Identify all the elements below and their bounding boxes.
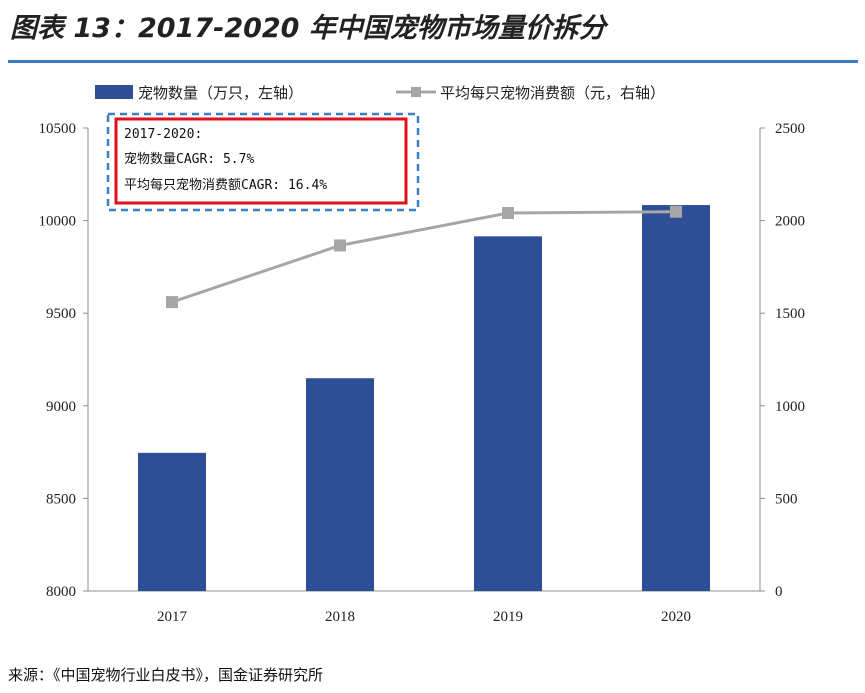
left-tick-label: 8500 [46, 491, 76, 507]
right-tick-label: 1000 [775, 399, 805, 415]
x-tick-label: 2020 [661, 609, 691, 625]
title-rule [8, 60, 858, 63]
bar [138, 452, 206, 591]
tick-labels: 8000 8500 9000 9500 10000 10500 0 500 1000 1500 20… [39, 121, 806, 625]
right-tick-label: 2500 [775, 121, 805, 137]
annotation-red-box [114, 117, 408, 205]
chart-title: 图表 13：2017-2020 年中国宠物市场量价拆分 [10, 13, 606, 44]
line-point [166, 296, 178, 309]
left-tick-label: 9000 [46, 399, 76, 415]
line-point [670, 205, 682, 218]
bar-series [138, 205, 710, 592]
bar [642, 205, 710, 591]
left-tick-label: 10000 [39, 214, 77, 230]
legend-line-marker [411, 87, 421, 97]
legend: 宠物数量（万只，左轴） 平均每只宠物消费额（元，右轴） [95, 84, 665, 102]
x-tick-label: 2019 [493, 609, 523, 625]
annotation-line-3: 平均每只宠物消费额CAGR: 16.4% [124, 177, 327, 193]
legend-bar-swatch [95, 85, 133, 99]
line-point [502, 207, 514, 220]
source-note: 来源：《中国宠物行业白皮书》，国金证券研究所 [8, 666, 324, 684]
bar [474, 236, 542, 592]
right-tick-label: 500 [775, 491, 798, 507]
legend-line-label: 平均每只宠物消费额（元，右轴） [440, 84, 665, 102]
x-tick-label: 2017 [157, 609, 188, 625]
left-tick-label: 10500 [39, 121, 77, 137]
left-tick-label: 9500 [46, 306, 76, 322]
right-tick-label: 0 [775, 584, 783, 600]
bar [306, 378, 374, 591]
right-tick-label: 2000 [775, 214, 805, 230]
left-tick-label: 8000 [46, 584, 76, 600]
line-series [166, 205, 682, 309]
annotation-line-2: 宠物数量CAGR: 5.7% [124, 151, 254, 167]
annotation-line-1: 2017-2020: [124, 127, 202, 142]
cagr-annotation: 2017-2020: 宠物数量CAGR: 5.7% 平均每只宠物消费额CAGR:… [106, 112, 420, 212]
x-tick-label: 2018 [325, 609, 355, 625]
line-path [171, 210, 677, 304]
line-point [334, 239, 346, 252]
right-tick-label: 1500 [775, 306, 805, 322]
legend-bar-label: 宠物数量（万只，左轴） [138, 84, 303, 102]
